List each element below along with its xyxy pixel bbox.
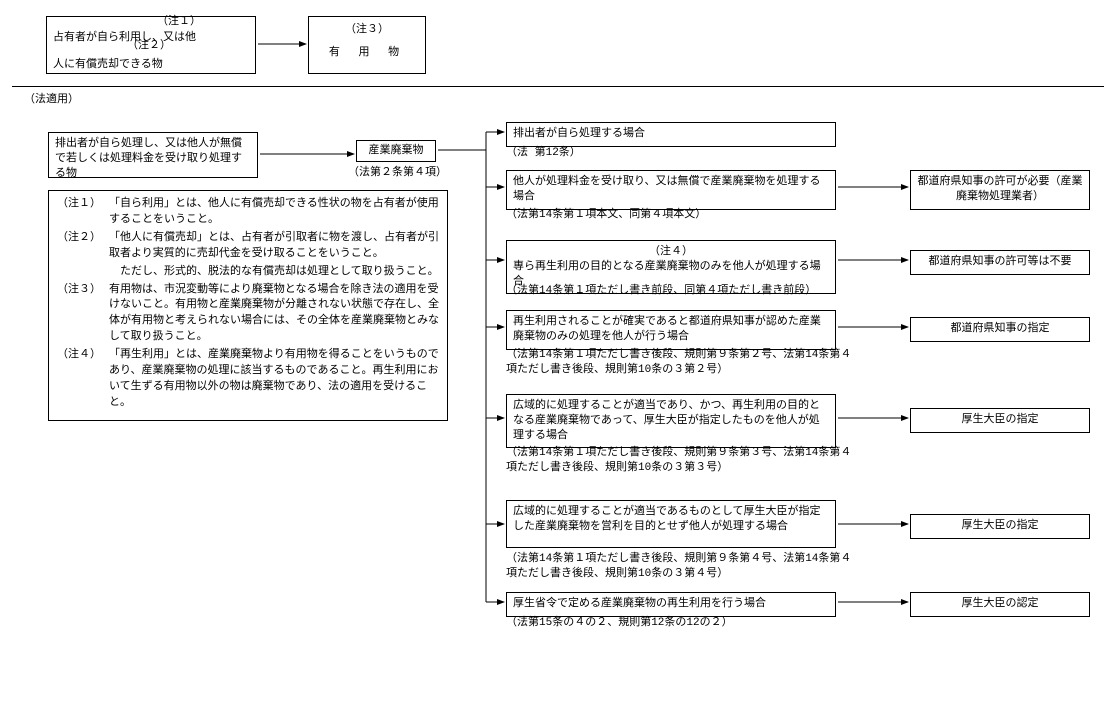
note-label: （注４） (57, 348, 109, 412)
case-box: 厚生省令で定める産業廃棄物の再生利用を行う場合 (506, 592, 836, 617)
case-box: 再生利用されることが確実であると都道府県知事が認めた産業廃棄物のみの処理を他人が… (506, 310, 836, 350)
owner-line2: 人に有償売却できる物 (53, 58, 249, 73)
note3-sup: （注３） (315, 23, 419, 38)
case-text: 再生利用されることが確実であると都道府県知事が認めた産業廃棄物のみの処理を他人が… (513, 315, 829, 345)
result-box: 厚生大臣の指定 (910, 408, 1090, 433)
case-text: 他人が処理料金を受け取り、又は無償で産業廃棄物を処理する場合 (513, 175, 829, 205)
case-box: 排出者が自ら処理する場合 (506, 122, 836, 147)
law-application-label: （法適用） (24, 93, 1108, 108)
industrial-waste-box: 産業廃棄物 (356, 140, 436, 162)
case-cite: （法第15条の４の２、規則第12条の12の２） (506, 616, 856, 631)
result-box: 都道府県知事の許可が必要（産業廃棄物処理業者） (910, 170, 1090, 210)
note-label: （注１） (57, 197, 109, 229)
note-label: （注３） (57, 283, 109, 347)
owner-use-box: （注１） 占有者が自ら利用し、又は他 （注２） 人に有償売却できる物 (46, 16, 256, 74)
result-box: 厚生大臣の認定 (910, 592, 1090, 617)
result-box: 都道府県知事の指定 (910, 317, 1090, 342)
case-cite: （法第14条第１項ただし書き後段、規則第９条第４号、法第14条第４項ただし書き後… (506, 552, 856, 582)
case-text: 厚生省令で定める産業廃棄物の再生利用を行う場合 (513, 597, 829, 612)
industrial-waste-cite: （法第２条第４項） (348, 166, 447, 181)
case-cite: （法第14条第１項ただし書き後段、規則第９条第３号、法第14条第４項ただし書き後… (506, 446, 856, 476)
useful-material-label: 有 用 物 (315, 46, 419, 61)
case-cite: （法第14条第１項本文、同第４項本文） (506, 208, 856, 223)
case-cite: （法第14条第１項ただし書き前段、同第４項ただし書き前段） (506, 284, 856, 299)
note-row: （注１） 「自ら利用」とは、他人に有償売却できる性状の物を占有者が使用することを… (57, 197, 439, 229)
note-text: 「再生利用」とは、産業廃棄物より有用物を得ることをいうものであり、産業廃棄物の処… (109, 348, 439, 412)
divider-line (12, 86, 1104, 87)
result-box: 厚生大臣の指定 (910, 514, 1090, 539)
case-text: 広域的に処理することが適当であり、かつ、再生利用の目的となる産業廃棄物であって、… (513, 399, 829, 444)
note-text: 「他人に有償売却」とは、占有者が引取者に物を渡し、占有者が引取者より実質的に売却… (109, 231, 439, 263)
note4-sup: （注４） (513, 245, 829, 260)
case-text: 排出者が自ら処理する場合 (513, 127, 829, 142)
case-cite: （法第14条第１項ただし書き後段、規則第９条第２号、法第14条第４項ただし書き後… (506, 348, 856, 378)
note-text: 「自ら利用」とは、他人に有償売却できる性状の物を占有者が使用することをいうこと。 (109, 197, 439, 229)
note-label (57, 265, 109, 281)
note1-sup: （注１） (157, 15, 201, 30)
note2-sup: （注２） (127, 39, 171, 54)
emitter-box: 排出者が自ら処理し、又は他人が無償で若しくは処理料金を受け取り処理する物 (48, 132, 258, 178)
case-box: 他人が処理料金を受け取り、又は無償で産業廃棄物を処理する場合 (506, 170, 836, 210)
useful-material-box: （注３） 有 用 物 (308, 16, 426, 74)
note-row: ただし、形式的、脱法的な有償売却は処理として取り扱うこと。 (57, 265, 439, 281)
case-cite: （法 第12条） (506, 146, 856, 161)
note-row: （注２） 「他人に有償売却」とは、占有者が引取者に物を渡し、占有者が引取者より実… (57, 231, 439, 263)
result-box: 都道府県知事の許可等は不要 (910, 250, 1090, 275)
note-text: ただし、形式的、脱法的な有償売却は処理として取り扱うこと。 (109, 265, 439, 281)
note-label: （注２） (57, 231, 109, 263)
note-text: 有用物は、市況変動等により廃棄物となる場合を除き法の適用を受けないこと。有用物と… (109, 283, 439, 347)
top-region: （注１） 占有者が自ら利用し、又は他 （注２） 人に有償売却できる物 （注３） … (8, 8, 1108, 86)
lower-region: 排出者が自ら処理し、又は他人が無償で若しくは処理料金を受け取り処理する物 産業廃… (8, 110, 1108, 720)
note-row: （注４） 「再生利用」とは、産業廃棄物より有用物を得ることをいうものであり、産業… (57, 348, 439, 412)
case-text: 広域的に処理することが適当であるものとして厚生大臣が指定した産業廃棄物を営利を目… (513, 505, 829, 535)
notes-box: （注１） 「自ら利用」とは、他人に有償売却できる性状の物を占有者が使用することを… (48, 190, 448, 421)
case-box: 広域的に処理することが適当であるものとして厚生大臣が指定した産業廃棄物を営利を目… (506, 500, 836, 548)
note-row: （注３） 有用物は、市況変動等により廃棄物となる場合を除き法の適用を受けないこと… (57, 283, 439, 347)
case-box: 広域的に処理することが適当であり、かつ、再生利用の目的となる産業廃棄物であって、… (506, 394, 836, 449)
